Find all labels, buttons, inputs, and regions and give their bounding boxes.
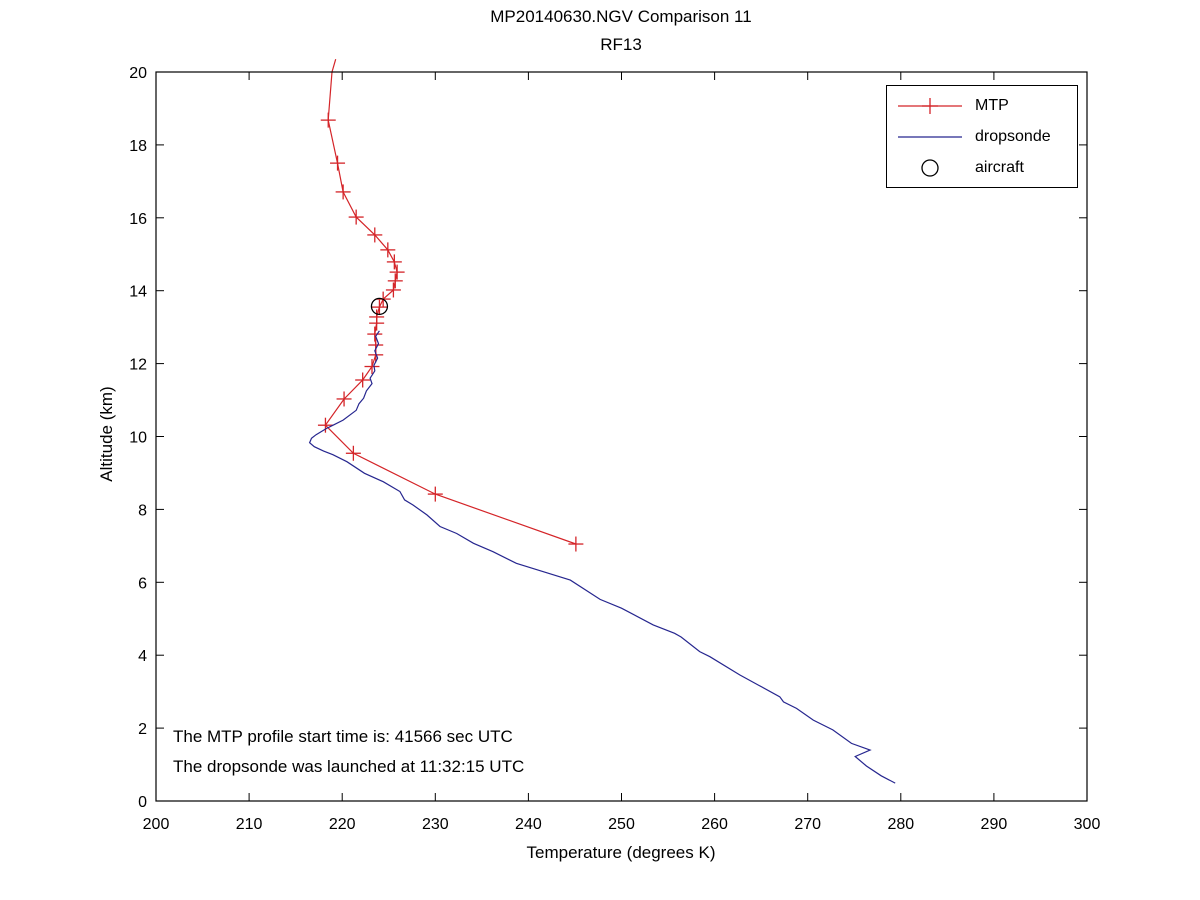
mtp-legend-swatch bbox=[898, 97, 962, 114]
x-axis-label: Temperature (degrees K) bbox=[526, 843, 716, 862]
aircraft-legend-swatch bbox=[921, 158, 939, 177]
x-tick-label: 280 bbox=[887, 816, 914, 833]
y-tick-label: 2 bbox=[138, 721, 147, 738]
x-tick-label: 230 bbox=[422, 816, 449, 833]
y-tick-label: 12 bbox=[129, 357, 147, 374]
y-tick-label: 16 bbox=[129, 211, 147, 228]
y-tick-label: 6 bbox=[138, 575, 147, 592]
legend: MTP dropsonde aircraft bbox=[886, 85, 1078, 188]
axis-box bbox=[155, 71, 1088, 802]
x-tick-label: 290 bbox=[981, 816, 1008, 833]
x-tick-label: 210 bbox=[236, 816, 263, 833]
y-tick-label: 0 bbox=[138, 794, 147, 811]
y-tick-label: 8 bbox=[138, 502, 147, 519]
legend-label-mtp: MTP bbox=[975, 96, 1009, 114]
chart-subtitle: RF13 bbox=[600, 35, 642, 54]
legend-item-mtp: MTP bbox=[887, 95, 1077, 117]
y-tick-label: 20 bbox=[129, 65, 147, 82]
y-tick-label: 4 bbox=[138, 648, 147, 665]
dropsonde-legend-swatch bbox=[898, 135, 962, 138]
legend-item-dropsonde: dropsonde bbox=[887, 126, 1077, 148]
x-tick-label: 240 bbox=[515, 816, 542, 833]
y-tick-label: 18 bbox=[129, 138, 147, 155]
x-tick-label: 200 bbox=[143, 816, 170, 833]
y-tick-label: 10 bbox=[129, 430, 147, 447]
series-line-dropsonde bbox=[308, 330, 896, 784]
annotation-dropsonde-launch: The dropsonde was launched at 11:32:15 U… bbox=[173, 757, 525, 776]
legend-label-dropsonde: dropsonde bbox=[975, 127, 1051, 145]
legend-item-aircraft: aircraft bbox=[887, 157, 1077, 179]
y-tick-label: 14 bbox=[129, 284, 147, 301]
annotation-mtp-start-time: The MTP profile start time is: 41566 sec… bbox=[173, 727, 513, 746]
legend-label-aircraft: aircraft bbox=[975, 158, 1024, 176]
x-tick-label: 250 bbox=[608, 816, 635, 833]
aircraft-circle-marker bbox=[370, 297, 389, 316]
series-line-mtp bbox=[324, 59, 577, 545]
x-tick-label: 270 bbox=[794, 816, 821, 833]
y-axis-label: Altitude (km) bbox=[97, 386, 116, 482]
legend-circle-marker bbox=[921, 158, 939, 177]
x-tick-label: 260 bbox=[701, 816, 728, 833]
chart-title: MP20140630.NGV Comparison 11 bbox=[490, 7, 752, 26]
x-tick-label: 220 bbox=[329, 816, 356, 833]
x-tick-label: 300 bbox=[1074, 816, 1101, 833]
